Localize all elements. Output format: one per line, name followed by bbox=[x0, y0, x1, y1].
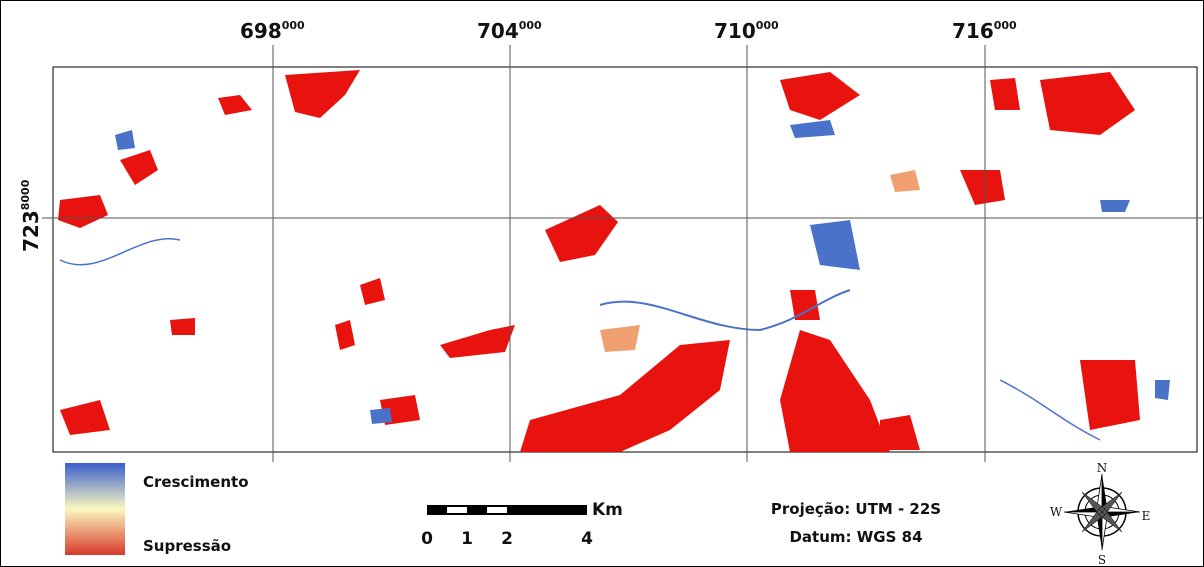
scale-label: 0 bbox=[421, 529, 433, 549]
projection: Projeção: UTM - 22S bbox=[771, 500, 941, 518]
x-label: 710000 bbox=[714, 19, 779, 43]
legend-top: Crescimento bbox=[143, 473, 249, 491]
compass: N S W E bbox=[1050, 461, 1151, 567]
compass-s: S bbox=[1098, 553, 1106, 567]
scale-label: 2 bbox=[501, 529, 513, 549]
x-label: 698000 bbox=[240, 19, 305, 43]
map-area bbox=[42, 45, 1204, 462]
x-label: 716000 bbox=[952, 19, 1017, 43]
compass-w: W bbox=[1050, 505, 1063, 519]
scale-bar: Km 0 1 2 4 bbox=[421, 500, 623, 549]
datum: Datum: WGS 84 bbox=[789, 528, 922, 546]
legend: Crescimento Supressão bbox=[65, 463, 249, 555]
x-labels: 698000 704000 710000 716000 bbox=[240, 19, 1017, 43]
legend-bottom: Supressão bbox=[143, 537, 231, 555]
scale-label: 1 bbox=[461, 529, 473, 549]
compass-e: E bbox=[1142, 509, 1151, 523]
scale-unit: Km bbox=[592, 500, 623, 520]
compass-n: N bbox=[1097, 461, 1108, 475]
scale-label: 4 bbox=[581, 529, 593, 549]
y-label: 7238000 bbox=[19, 179, 43, 252]
x-label: 704000 bbox=[477, 19, 542, 43]
